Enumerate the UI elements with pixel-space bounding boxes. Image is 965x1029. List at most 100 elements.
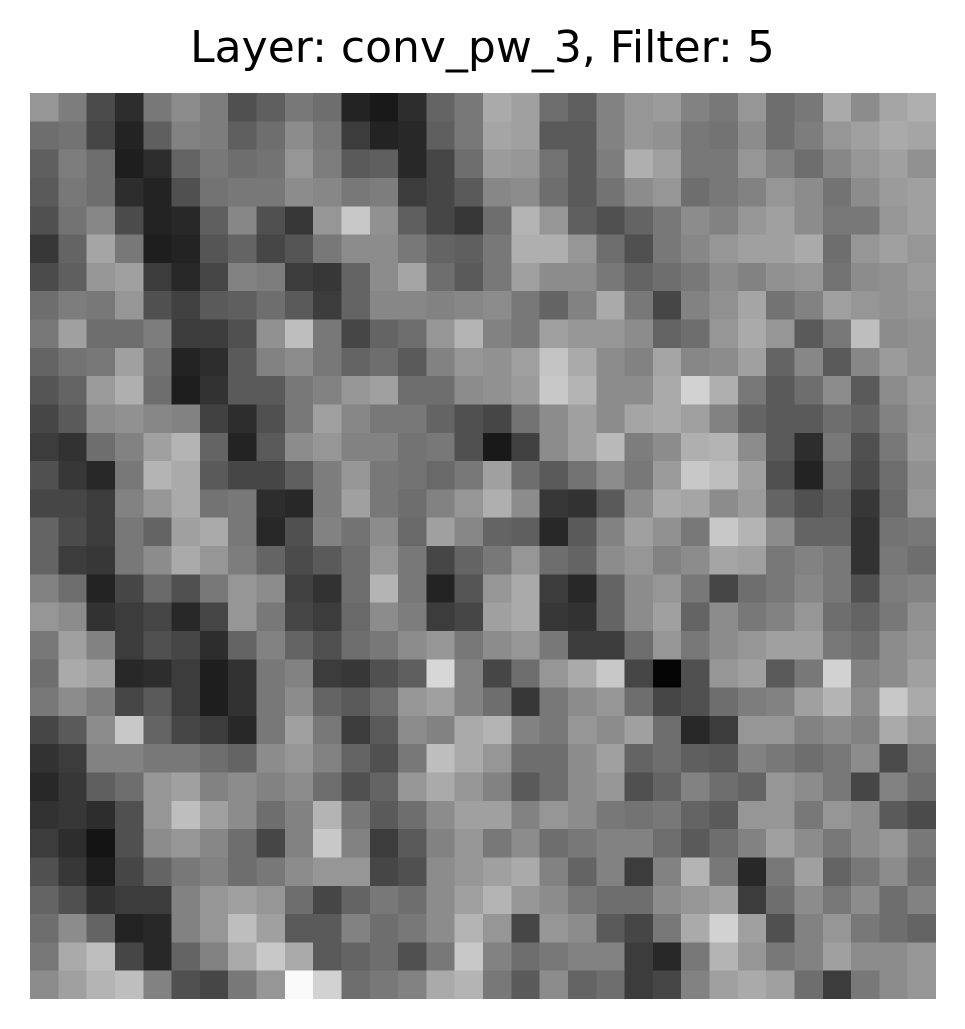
heatmap-cell (851, 291, 880, 321)
heatmap-cell (369, 885, 399, 915)
heatmap-cell (369, 93, 399, 122)
heatmap-cell (58, 829, 88, 859)
heatmap-cell (228, 942, 258, 972)
heatmap-cell (58, 914, 88, 943)
heatmap-cell (30, 546, 59, 575)
heatmap-cell (114, 800, 144, 830)
heatmap-cell (228, 291, 258, 321)
heatmap-cell (851, 829, 880, 859)
heatmap-cell (256, 461, 286, 490)
heatmap-cell (596, 177, 626, 207)
heatmap-cell (58, 772, 88, 802)
heatmap-cell (30, 234, 59, 264)
heatmap-cell (511, 715, 541, 745)
heatmap-cell (652, 121, 682, 151)
heatmap-cell (454, 291, 484, 321)
heatmap-cell (228, 602, 258, 632)
heatmap-cell (652, 772, 682, 802)
heatmap-cell (596, 659, 626, 689)
heatmap-cell (369, 772, 399, 802)
heatmap-cell (171, 715, 201, 745)
heatmap-cell (426, 461, 456, 490)
heatmap-cell (228, 404, 258, 434)
heatmap-cell (256, 206, 286, 236)
heatmap-cell (454, 432, 484, 462)
heatmap-cell (596, 121, 626, 151)
heatmap-cell (681, 121, 711, 151)
heatmap-cell (567, 206, 597, 236)
heatmap-cell (228, 262, 258, 292)
chart-title: Layer: conv_pw_3, Filter: 5 (190, 22, 775, 73)
heatmap-cell (426, 347, 456, 377)
heatmap-cell (879, 234, 909, 264)
heatmap-cell (313, 347, 343, 377)
heatmap-cell (426, 291, 456, 321)
heatmap-cell (822, 234, 852, 264)
heatmap-cell (511, 885, 541, 915)
heatmap-cell (58, 206, 88, 236)
heatmap-cell (398, 121, 427, 151)
heatmap-cell (143, 149, 173, 179)
heatmap-cell (58, 885, 88, 915)
heatmap-cell (567, 291, 597, 321)
heatmap-cell (567, 715, 597, 745)
heatmap-cell (851, 149, 880, 179)
heatmap-cell (483, 234, 512, 264)
heatmap-cell (284, 744, 314, 774)
heatmap-cell (454, 942, 484, 972)
heatmap-cell (256, 687, 286, 717)
heatmap-cell (511, 772, 541, 802)
heatmap-cell (199, 206, 229, 236)
heatmap-cell (284, 715, 314, 745)
heatmap-cell (879, 177, 909, 207)
heatmap-cell (596, 829, 626, 859)
heatmap-cell (30, 914, 59, 943)
heatmap-cell (709, 121, 739, 151)
heatmap-cell (228, 93, 258, 122)
heatmap-cell (426, 744, 456, 774)
heatmap-cell (737, 942, 767, 972)
heatmap-cell (737, 319, 767, 349)
heatmap-cell (228, 489, 258, 519)
heatmap-cell (284, 885, 314, 915)
heatmap-cell (794, 744, 824, 774)
heatmap-cell (454, 206, 484, 236)
heatmap-cell (483, 574, 512, 604)
heatmap-cell (30, 630, 59, 660)
heatmap-cell (256, 546, 286, 575)
heatmap-cell (369, 404, 399, 434)
heatmap-cell (398, 404, 427, 434)
heatmap-cell (284, 376, 314, 406)
heatmap-cell (313, 687, 343, 717)
heatmap-cell (879, 602, 909, 632)
heatmap-cell (483, 914, 512, 943)
heatmap-cell (86, 206, 116, 236)
heatmap-cell (907, 376, 936, 406)
heatmap-cell (341, 461, 371, 490)
heatmap-cell (341, 744, 371, 774)
heatmap-cell (822, 574, 852, 604)
heatmap-cell (624, 121, 654, 151)
heatmap-cell (567, 517, 597, 547)
heatmap-cell (567, 489, 597, 519)
heatmap-cell (454, 546, 484, 575)
heatmap-cell (369, 234, 399, 264)
heatmap-cell (228, 319, 258, 349)
heatmap-cell (737, 376, 767, 406)
heatmap-cell (681, 461, 711, 490)
heatmap-cell (737, 262, 767, 292)
heatmap-cell (30, 715, 59, 745)
heatmap-cell (398, 234, 427, 264)
heatmap-cell (199, 546, 229, 575)
heatmap-cell (879, 93, 909, 122)
heatmap-cell (766, 121, 796, 151)
heatmap-cell (652, 262, 682, 292)
heatmap-cell (284, 206, 314, 236)
heatmap-cell (114, 942, 144, 972)
heatmap-cell (822, 885, 852, 915)
heatmap-cell (511, 687, 541, 717)
heatmap-cell (596, 574, 626, 604)
heatmap-cell (199, 262, 229, 292)
heatmap-cell (483, 630, 512, 660)
heatmap-cell (681, 715, 711, 745)
